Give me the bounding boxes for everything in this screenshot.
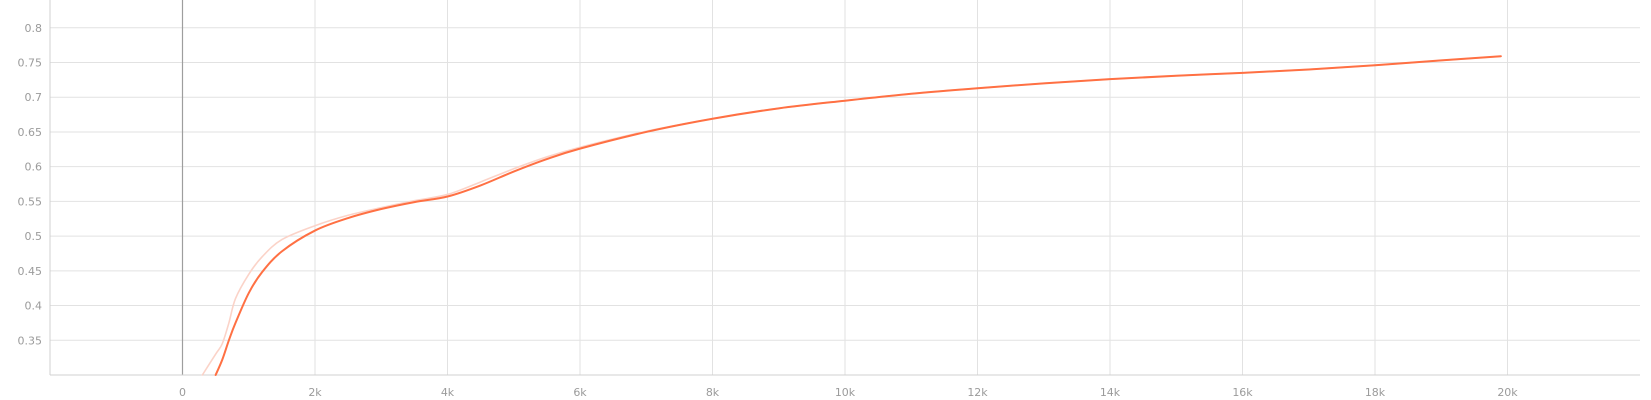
y-tick-label: 0.75 bbox=[18, 57, 43, 70]
series-layer bbox=[201, 55, 1502, 376]
tick-label-layer: 0.35 0.4 0.45 0.5 0.55 0.6 0.65 0.7 0.75 0.8 0 2k 4k… bbox=[18, 22, 1519, 399]
y-tick-label: 0.35 bbox=[18, 334, 43, 347]
y-tick-label: 0.8 bbox=[25, 22, 43, 35]
axis-layer bbox=[49, 0, 1640, 376]
x-tick-label: 12k bbox=[967, 386, 988, 399]
x-tick-label: 2k bbox=[308, 386, 322, 399]
x-tick-label: 8k bbox=[706, 386, 720, 399]
raw-series-line bbox=[201, 55, 1502, 376]
x-tick-label: 10k bbox=[835, 386, 856, 399]
x-tick-label: 20k bbox=[1497, 386, 1518, 399]
y-tick-label: 0.5 bbox=[25, 230, 43, 243]
smoothed-series-line bbox=[214, 55, 1502, 376]
x-tick-label: 4k bbox=[441, 386, 455, 399]
y-tick-label: 0.6 bbox=[25, 161, 43, 174]
x-tick-label: 0 bbox=[179, 386, 186, 399]
grid-layer bbox=[50, 0, 1640, 375]
x-tick-label: 6k bbox=[573, 386, 587, 399]
x-tick-label: 18k bbox=[1365, 386, 1386, 399]
y-tick-label: 0.45 bbox=[18, 265, 43, 278]
x-tick-label: 16k bbox=[1232, 386, 1253, 399]
x-tick-label: 14k bbox=[1100, 386, 1121, 399]
y-tick-label: 0.4 bbox=[25, 300, 43, 313]
y-tick-label: 0.7 bbox=[25, 91, 43, 104]
y-tick-label: 0.65 bbox=[18, 126, 43, 139]
y-tick-label: 0.55 bbox=[18, 195, 43, 208]
